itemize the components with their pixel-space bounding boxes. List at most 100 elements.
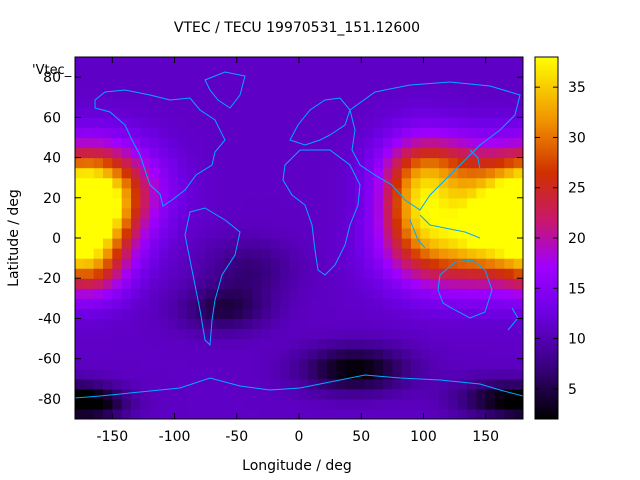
- heatmap-cell: [224, 268, 235, 279]
- heatmap-cell: [504, 268, 515, 279]
- heatmap-cell: [429, 147, 440, 159]
- heatmap-cell: [327, 368, 337, 380]
- heatmap-cell: [336, 207, 347, 219]
- heatmap-cell: [233, 298, 244, 309]
- heatmap-cell: [299, 67, 309, 78]
- heatmap-cell: [383, 197, 393, 209]
- heatmap-cell: [205, 227, 216, 239]
- heatmap-cell: [233, 217, 244, 229]
- heatmap-cell: [429, 187, 440, 199]
- heatmap-cell: [224, 77, 235, 88]
- heatmap-cell: [103, 298, 113, 309]
- heatmap-cell: [121, 207, 132, 219]
- heatmap-cell: [84, 238, 95, 249]
- heatmap-cell: [485, 348, 496, 360]
- heatmap-cell: [457, 177, 468, 189]
- heatmap-cell: [149, 248, 160, 259]
- heatmap-cell: [513, 338, 523, 350]
- heatmap-cell: [308, 107, 319, 118]
- heatmap-cell: [112, 197, 123, 209]
- heatmap-cell: [131, 378, 141, 390]
- heatmap-cell: [121, 177, 132, 189]
- heatmap-cell: [261, 147, 272, 159]
- heatmap-cell: [75, 268, 85, 279]
- heatmap-cell: [215, 408, 225, 419]
- heatmap-cell: [401, 358, 412, 370]
- heatmap-cell: [196, 147, 207, 159]
- heatmap-cell: [149, 87, 160, 98]
- heatmap-cell: [317, 348, 328, 360]
- heatmap-cell: [308, 258, 319, 269]
- heatmap-cell: [149, 238, 160, 249]
- heatmap-cell: [457, 137, 468, 149]
- heatmap-cell: [327, 318, 337, 330]
- heatmap-cell: [439, 258, 449, 269]
- heatmap-cell: [467, 248, 477, 259]
- heatmap-cell: [420, 328, 431, 340]
- heatmap-cell: [513, 227, 523, 239]
- heatmap-cell: [345, 227, 356, 239]
- heatmap-cell: [513, 187, 523, 199]
- heatmap-cell: [252, 408, 263, 419]
- heatmap-cell: [121, 197, 132, 209]
- heatmap-cell: [373, 167, 384, 179]
- heatmap-cell: [373, 197, 384, 209]
- heatmap-cell: [401, 77, 412, 88]
- heatmap-cell: [280, 308, 291, 320]
- heatmap-cell: [196, 177, 207, 189]
- heatmap-cell: [345, 238, 356, 249]
- heatmap-cell: [243, 107, 253, 118]
- heatmap-cell: [252, 288, 263, 299]
- heatmap-cell: [448, 268, 459, 279]
- heatmap-cell: [159, 298, 169, 309]
- heatmap-cell: [345, 398, 356, 410]
- heatmap-cell: [103, 187, 113, 199]
- heatmap-cell: [103, 67, 113, 78]
- heatmap-cell: [140, 187, 151, 199]
- heatmap-cell: [112, 207, 123, 219]
- heatmap-cell: [429, 268, 440, 279]
- heatmap-cell: [345, 197, 356, 209]
- heatmap-cell: [215, 207, 225, 219]
- heatmap-cell: [121, 57, 132, 68]
- heatmap-cell: [336, 398, 347, 410]
- heatmap-cell: [345, 328, 356, 340]
- heatmap-cell: [439, 227, 449, 239]
- heatmap-cell: [355, 117, 365, 128]
- heatmap-cell: [187, 157, 197, 169]
- heatmap-cell: [140, 258, 151, 269]
- heatmap-cell: [140, 197, 151, 209]
- heatmap-cell: [93, 348, 104, 360]
- heatmap-cell: [373, 127, 384, 139]
- heatmap-cell: [280, 157, 291, 169]
- heatmap-cell: [299, 227, 309, 239]
- heatmap-cell: [196, 127, 207, 139]
- heatmap-cell: [327, 67, 337, 78]
- heatmap-cell: [252, 388, 263, 400]
- heatmap-cell: [205, 288, 216, 299]
- heatmap-cell: [289, 258, 300, 269]
- heatmap-cell: [233, 408, 244, 419]
- heatmap-cell: [448, 388, 459, 400]
- heatmap-cell: [429, 167, 440, 179]
- heatmap-cell: [131, 57, 141, 68]
- heatmap-cell: [495, 378, 505, 390]
- heatmap-cell: [261, 338, 272, 350]
- heatmap-cell: [401, 328, 412, 340]
- heatmap-cell: [112, 177, 123, 189]
- heatmap-cell: [392, 127, 403, 139]
- heatmap-cell: [364, 207, 375, 219]
- heatmap-cell: [308, 117, 319, 128]
- heatmap-cell: [364, 328, 375, 340]
- heatmap-cell: [467, 117, 477, 128]
- heatmap-cell: [364, 338, 375, 350]
- heatmap-cell: [364, 147, 375, 159]
- heatmap-cell: [345, 117, 356, 128]
- heatmap-cell: [364, 177, 375, 189]
- heatmap-cell: [327, 97, 337, 108]
- heatmap-cell: [205, 177, 216, 189]
- heatmap-cell: [467, 177, 477, 189]
- heatmap-cell: [401, 318, 412, 330]
- heatmap-cell: [439, 157, 449, 169]
- heatmap-cell: [84, 358, 95, 370]
